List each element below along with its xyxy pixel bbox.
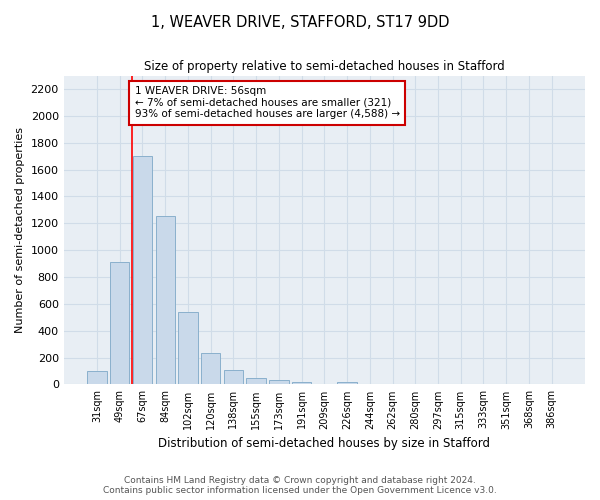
Text: 1 WEAVER DRIVE: 56sqm
← 7% of semi-detached houses are smaller (321)
93% of semi: 1 WEAVER DRIVE: 56sqm ← 7% of semi-detac… (134, 86, 400, 120)
Text: 1, WEAVER DRIVE, STAFFORD, ST17 9DD: 1, WEAVER DRIVE, STAFFORD, ST17 9DD (151, 15, 449, 30)
Bar (247, 378, 266, 384)
Title: Size of property relative to semi-detached houses in Stafford: Size of property relative to semi-detach… (144, 60, 505, 73)
Bar (155, 216, 175, 384)
Bar (88, 371, 107, 384)
Y-axis label: Number of semi-detached properties: Number of semi-detached properties (15, 127, 25, 333)
Bar (337, 382, 357, 384)
Bar (110, 262, 130, 384)
Bar (224, 370, 243, 384)
Bar (178, 312, 197, 384)
Bar (292, 382, 311, 384)
Text: Contains HM Land Registry data © Crown copyright and database right 2024.
Contai: Contains HM Land Registry data © Crown c… (103, 476, 497, 495)
Bar (269, 380, 289, 384)
X-axis label: Distribution of semi-detached houses by size in Stafford: Distribution of semi-detached houses by … (158, 437, 490, 450)
Bar (133, 156, 152, 384)
Bar (201, 353, 220, 384)
